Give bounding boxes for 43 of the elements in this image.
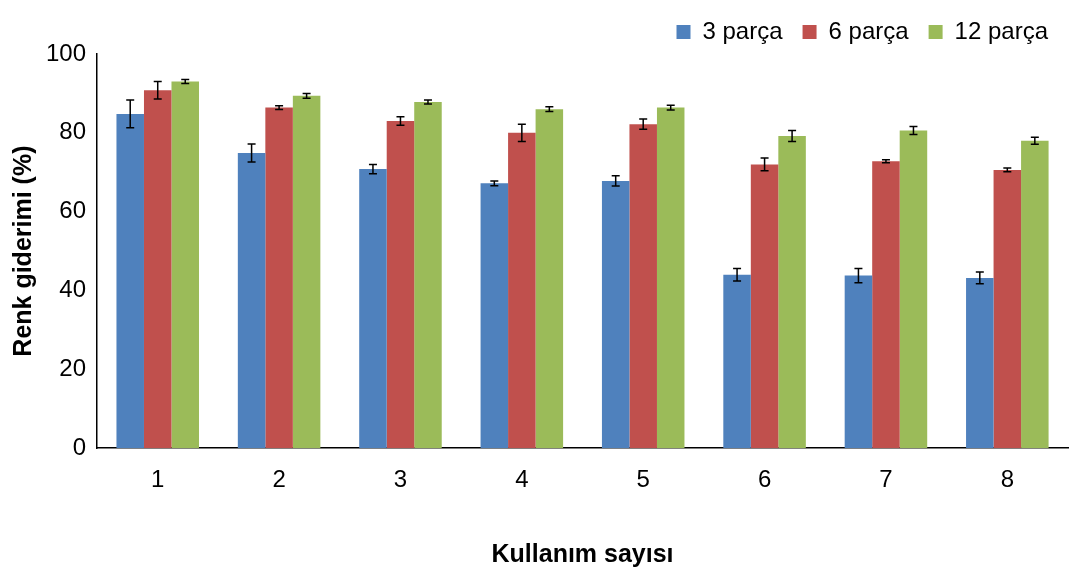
bar bbox=[292, 95, 321, 449]
bar bbox=[414, 102, 442, 449]
x-tick-label: 8 bbox=[1000, 465, 1014, 493]
bar bbox=[778, 135, 806, 449]
bar bbox=[750, 164, 779, 449]
bar bbox=[872, 161, 900, 449]
bar bbox=[899, 130, 928, 449]
x-tick-label: 6 bbox=[757, 465, 772, 493]
bar bbox=[656, 107, 685, 449]
legend-label: 3 parça bbox=[702, 16, 784, 44]
y-tick-label: 20 bbox=[59, 353, 87, 381]
bar bbox=[237, 152, 266, 449]
bar bbox=[116, 113, 144, 449]
x-tick-label: 2 bbox=[272, 465, 286, 493]
legend-label: 6 parça bbox=[828, 16, 910, 44]
x-tick-label: 1 bbox=[151, 465, 165, 493]
bar bbox=[535, 109, 564, 449]
y-tick-label: 40 bbox=[59, 275, 87, 303]
y-tick-label: 100 bbox=[46, 38, 87, 66]
y-axis-title: Renk giderimi (%) bbox=[7, 145, 36, 357]
bar bbox=[601, 180, 630, 449]
bar bbox=[171, 81, 199, 449]
x-axis-title: Kullanım sayısı bbox=[491, 538, 674, 567]
x-tick-label: 7 bbox=[879, 465, 893, 493]
bar bbox=[265, 107, 293, 449]
bar bbox=[480, 183, 509, 449]
bar bbox=[723, 274, 751, 449]
x-tick-label: 5 bbox=[636, 465, 650, 493]
x-tick-label: 4 bbox=[515, 465, 529, 493]
y-tick-label: 0 bbox=[72, 432, 87, 460]
bar bbox=[508, 132, 536, 449]
x-tick-label: 3 bbox=[393, 465, 408, 493]
bar bbox=[629, 124, 657, 449]
bar bbox=[966, 277, 994, 449]
bar bbox=[143, 90, 172, 449]
y-tick-label: 80 bbox=[59, 117, 87, 145]
legend-label: 12 parça bbox=[954, 16, 1049, 44]
bar bbox=[1021, 140, 1049, 449]
y-tick-label: 60 bbox=[59, 196, 87, 224]
bar bbox=[993, 169, 1022, 449]
bar bbox=[359, 169, 387, 449]
bar bbox=[844, 275, 873, 449]
bar bbox=[386, 121, 415, 449]
